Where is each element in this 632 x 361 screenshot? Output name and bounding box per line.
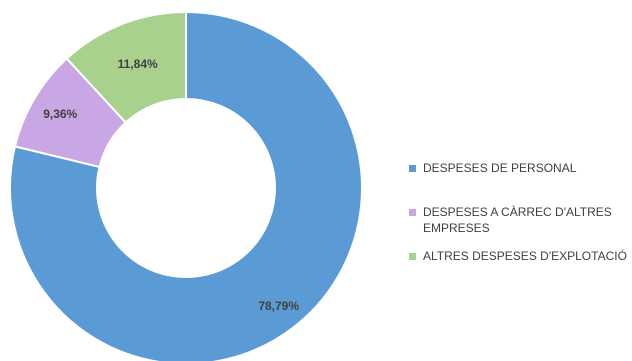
legend-label-personal: DESPESES DE PERSONAL <box>423 161 577 175</box>
legend-item-altres-empreses: DESPESES A CÀRREC D'ALTRES EMPRESES <box>409 204 631 236</box>
legend-label-altres-empreses: DESPESES A CÀRREC D'ALTRES EMPRESES <box>423 205 612 235</box>
data-label-personal: 78,79% <box>258 299 299 313</box>
data-label-altres-empreses: 9,36% <box>43 107 77 121</box>
chart-legend: DESPESES DE PERSONAL DESPESES A CÀRREC D… <box>409 160 631 276</box>
legend-swatch-personal <box>409 165 416 172</box>
legend-swatch-altres-empreses <box>409 209 416 216</box>
legend-item-personal: DESPESES DE PERSONAL <box>409 160 631 176</box>
legend-item-explotacio: ALTRES DESPESES D'EXPLOTACIÓ <box>409 248 631 264</box>
slice-personal <box>9 10 363 361</box>
legend-swatch-explotacio <box>409 253 416 260</box>
legend-label-explotacio: ALTRES DESPESES D'EXPLOTACIÓ <box>423 249 627 263</box>
slice-explotacio <box>65 10 187 124</box>
data-label-explotacio: 11,84% <box>118 57 158 71</box>
